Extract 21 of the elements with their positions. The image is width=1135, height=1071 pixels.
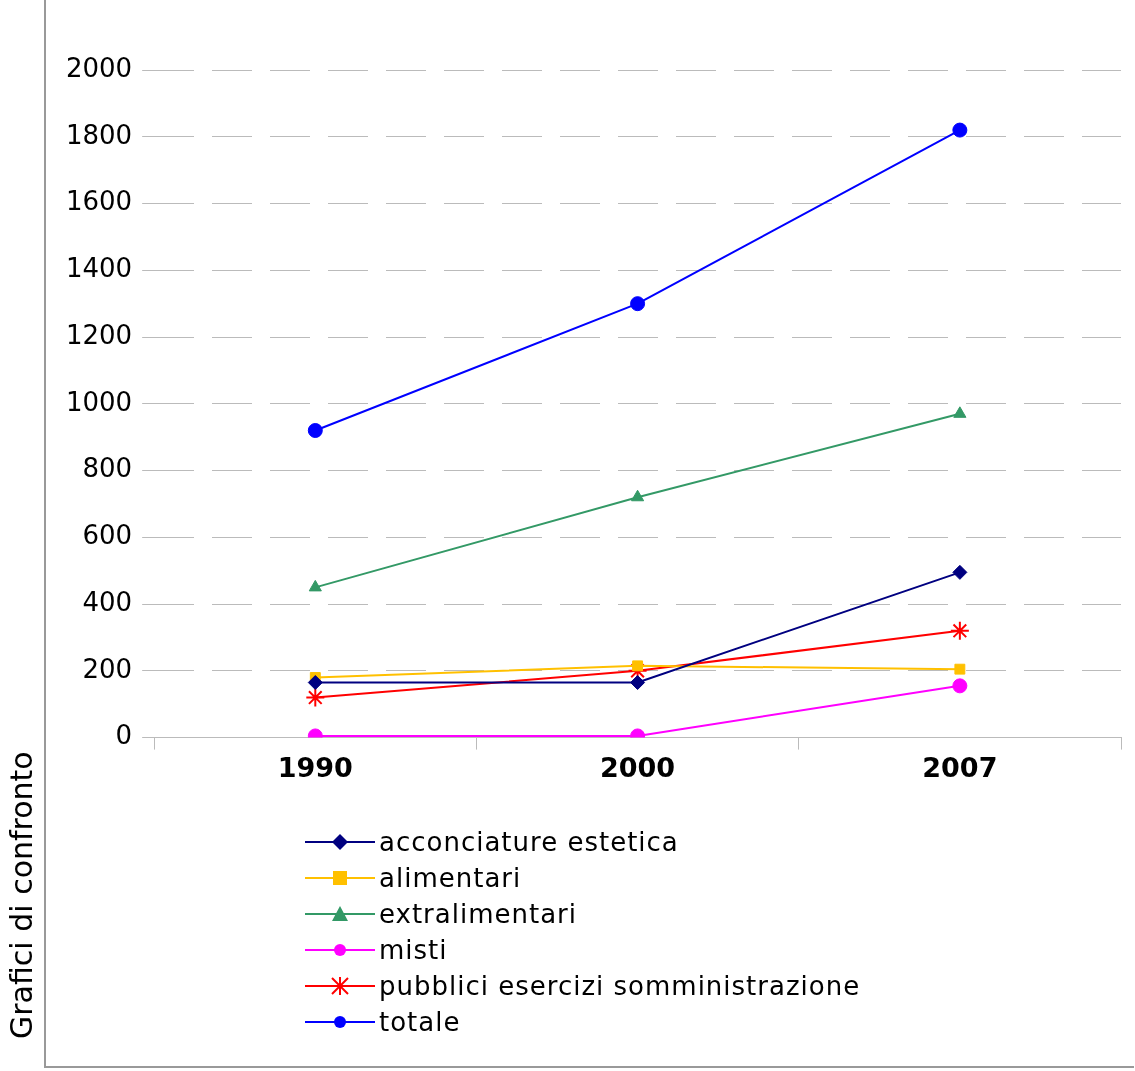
legend-label: misti [379,935,448,965]
y-tick-label: 200 [82,653,133,684]
y-tick-label: 2000 [66,52,133,83]
legend-label: extralimentari [379,899,578,929]
y-tick-label: 600 [82,520,133,551]
y-tick-label: 1800 [66,119,133,150]
x-tick-label: 1990 [277,751,353,783]
legend-label: acconciature estetica [379,827,679,857]
legend-label: alimentari [379,863,522,893]
y-tick-label: 1600 [66,186,133,217]
legend-label: pubblici esercizi somministrazione [379,971,861,1001]
y-axis-title: Grafici di confronto [4,751,39,1039]
y-tick-label: 1400 [66,253,133,284]
legend-label: totale [379,1007,461,1037]
y-tick-label: 0 [115,720,133,751]
y-tick-label: 1200 [66,319,133,350]
y-tick-label: 400 [82,586,133,617]
y-tick-label: 800 [82,453,133,484]
x-tick-label: 2000 [600,751,676,783]
x-tick-label: 2007 [922,751,998,783]
y-tick-label: 1000 [66,386,133,417]
